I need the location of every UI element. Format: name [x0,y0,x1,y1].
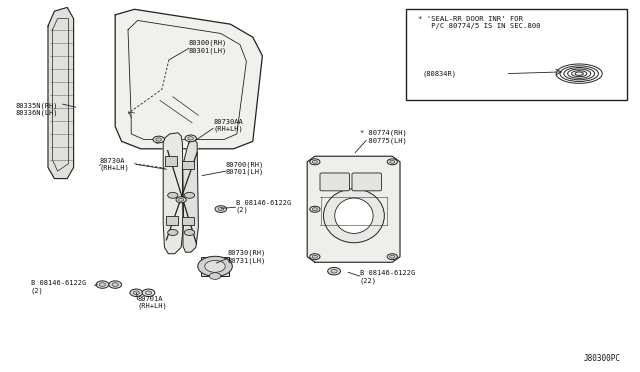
Text: P/C 80774/5 IS IN SEC.800: P/C 80774/5 IS IN SEC.800 [418,23,540,29]
Circle shape [312,160,317,163]
Bar [406,9,627,100]
Polygon shape [182,139,198,252]
Polygon shape [307,156,400,262]
Circle shape [145,291,152,295]
Circle shape [390,255,395,258]
Circle shape [99,283,106,286]
Circle shape [209,273,221,279]
Circle shape [310,254,320,260]
Circle shape [188,137,193,140]
Circle shape [310,206,320,212]
Text: * 'SEAL-RR DOOR INR' FOR: * 'SEAL-RR DOOR INR' FOR [418,16,523,22]
Bar [201,257,229,276]
Circle shape [156,138,161,141]
Circle shape [96,281,109,288]
Text: 80730AA
(RH+LH): 80730AA (RH+LH) [213,119,243,132]
Text: B 08146-6122G
(22): B 08146-6122G (22) [360,270,415,284]
Circle shape [218,208,224,211]
Ellipse shape [335,198,373,234]
Circle shape [312,255,317,258]
Circle shape [184,192,195,198]
Circle shape [387,159,397,165]
Circle shape [184,230,195,235]
Text: 80300(RH)
80301(LH): 80300(RH) 80301(LH) [189,39,227,54]
Text: B 08146-6122G
(2): B 08146-6122G (2) [236,200,291,213]
Circle shape [176,197,186,203]
Circle shape [310,159,320,165]
Text: 80701A
(RH+LH): 80701A (RH+LH) [138,296,167,309]
Circle shape [205,260,225,272]
Text: (80834R): (80834R) [422,70,456,77]
Bar [182,161,194,169]
Circle shape [142,289,155,296]
Ellipse shape [324,189,384,243]
Circle shape [179,198,184,201]
Text: 80730A
(RH+LH): 80730A (RH+LH) [99,158,129,171]
Circle shape [112,283,118,286]
Circle shape [185,135,196,142]
Circle shape [387,254,397,260]
Circle shape [328,267,340,275]
Text: 80730(RH)
80731(LH): 80730(RH) 80731(LH) [227,250,266,264]
Circle shape [215,206,227,212]
Circle shape [312,208,317,211]
Circle shape [168,230,178,235]
Circle shape [168,192,178,198]
Polygon shape [163,133,184,254]
Circle shape [130,289,143,296]
Circle shape [109,281,122,288]
Bar [165,156,177,166]
Text: B 08146-6122G
(2): B 08146-6122G (2) [31,280,86,294]
Circle shape [133,291,140,295]
Text: * 80774(RH)
  80775(LH): * 80774(RH) 80775(LH) [360,130,407,144]
Text: 80700(RH)
80701(LH): 80700(RH) 80701(LH) [226,161,264,175]
Text: 80335N(RH)
80336N(LH): 80335N(RH) 80336N(LH) [16,102,58,116]
Text: J80300PC: J80300PC [584,354,621,363]
Circle shape [390,160,395,163]
Bar [182,217,194,225]
Circle shape [331,269,337,273]
Polygon shape [48,7,74,179]
FancyBboxPatch shape [352,173,381,191]
Polygon shape [115,9,262,149]
Circle shape [153,136,164,143]
Bar [166,216,178,225]
Circle shape [198,256,232,276]
FancyBboxPatch shape [320,173,349,191]
